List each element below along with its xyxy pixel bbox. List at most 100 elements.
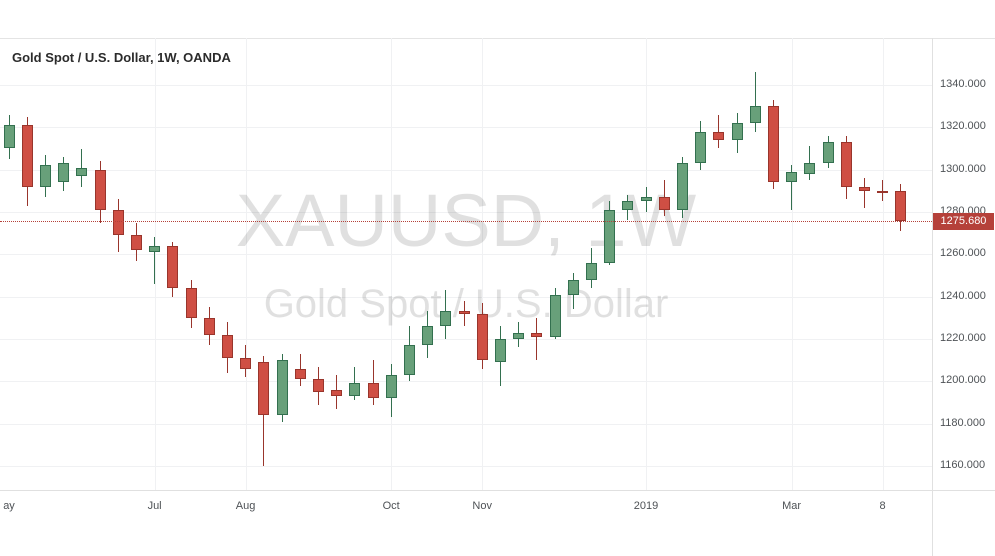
candle-wick xyxy=(809,146,811,181)
candle-wick xyxy=(791,165,793,210)
candle xyxy=(3,125,15,149)
time-axis-label: Aug xyxy=(235,500,256,512)
candle xyxy=(858,186,870,191)
candle xyxy=(349,383,361,397)
candle xyxy=(440,311,452,327)
candle xyxy=(331,389,343,397)
candle xyxy=(130,235,142,251)
grid-line-v xyxy=(246,38,247,490)
candle xyxy=(458,311,470,314)
price-axis-label: 1200.000 xyxy=(940,374,986,387)
price-axis-label: 1220.000 xyxy=(940,332,986,344)
candle xyxy=(76,167,88,176)
candle-wick xyxy=(154,237,156,284)
symbol-title: Gold Spot / U.S. Dollar, 1W, OANDA xyxy=(12,50,231,65)
grid-line-h xyxy=(0,85,932,86)
candle xyxy=(276,360,288,416)
candle xyxy=(221,334,233,359)
candle-wick xyxy=(463,300,465,327)
candle xyxy=(676,163,688,210)
candle xyxy=(312,379,324,392)
time-axis-label: Mar xyxy=(782,500,802,512)
candle xyxy=(604,209,616,263)
candle xyxy=(94,169,106,210)
grid-line-h xyxy=(0,339,932,340)
candle xyxy=(622,201,634,210)
candle xyxy=(767,106,779,183)
last-price-badge: 1275.680 xyxy=(933,213,994,231)
grid-line-h xyxy=(0,423,932,425)
candle xyxy=(840,142,852,187)
candle xyxy=(112,209,124,236)
candle-wick xyxy=(536,317,538,361)
candle xyxy=(240,358,252,369)
candle xyxy=(149,245,161,253)
candle xyxy=(567,279,579,295)
chart-pane[interactable]: Gold Spot / U.S. Dollar, 1W, OANDA XAUUS… xyxy=(0,38,932,490)
candle-wick xyxy=(863,178,865,208)
grid-line-h xyxy=(0,296,932,298)
candle xyxy=(713,131,725,141)
candle xyxy=(585,262,597,280)
candle xyxy=(294,368,306,380)
candle xyxy=(385,374,397,399)
time-axis-label: Oct xyxy=(382,500,400,512)
candle xyxy=(658,197,670,210)
candle xyxy=(640,197,652,202)
candle xyxy=(877,190,889,193)
grid-line-v xyxy=(792,38,793,490)
grid-line-h xyxy=(0,254,932,256)
last-price-line xyxy=(0,221,932,223)
time-axis-label: 2019 xyxy=(633,500,659,512)
candle xyxy=(167,245,179,289)
candle xyxy=(531,332,543,337)
time-axis-separator xyxy=(0,490,995,491)
candle xyxy=(731,123,743,141)
price-axis-label: 1340.000 xyxy=(940,78,986,90)
grid-line-v xyxy=(482,38,483,490)
price-axis-label: 1260.000 xyxy=(940,247,986,260)
price-axis-label: 1160.000 xyxy=(940,459,986,471)
candle-wick xyxy=(718,114,720,149)
price-axis-separator xyxy=(932,38,933,556)
time-axis[interactable]: ay Jul Aug Oct Nov 2019 Mar 8 xyxy=(0,491,932,555)
candle xyxy=(21,125,33,187)
candle xyxy=(258,362,270,416)
price-axis-label: 1320.000 xyxy=(940,120,986,133)
price-axis-label: 1240.000 xyxy=(940,289,986,302)
grid-line-h xyxy=(0,127,932,129)
candle xyxy=(476,313,488,361)
price-axis-label: 1180.000 xyxy=(940,416,986,429)
candle xyxy=(786,171,798,183)
candle xyxy=(804,163,816,174)
candle xyxy=(513,332,525,339)
grid-line-v xyxy=(883,38,884,490)
grid-line-v xyxy=(391,38,392,490)
time-axis-label: Jul xyxy=(147,500,162,512)
time-axis-label: Nov xyxy=(472,500,492,512)
grid-line-h xyxy=(0,466,932,467)
candle xyxy=(494,339,506,363)
candle xyxy=(895,190,907,222)
grid-line-v xyxy=(155,38,156,490)
candle-wick xyxy=(754,72,756,132)
candle xyxy=(403,345,415,375)
candle xyxy=(367,383,379,399)
grid-line-h xyxy=(0,212,932,213)
candle xyxy=(422,326,434,346)
candle-wick xyxy=(372,360,374,405)
price-axis[interactable]: 1275.680 1340.000 1320.000 1300.000 1280.00… xyxy=(933,38,995,556)
pane-top-border xyxy=(0,38,995,39)
candle xyxy=(749,106,761,124)
price-axis-label: 1300.000 xyxy=(940,162,986,175)
candle xyxy=(39,165,51,187)
candle xyxy=(549,294,561,337)
time-axis-label: 8 xyxy=(879,500,886,512)
time-axis-label: ay xyxy=(3,500,15,512)
candle xyxy=(58,163,70,183)
grid-line-v xyxy=(646,38,647,490)
candle xyxy=(695,131,707,164)
candle xyxy=(203,317,215,335)
candle xyxy=(822,142,834,164)
